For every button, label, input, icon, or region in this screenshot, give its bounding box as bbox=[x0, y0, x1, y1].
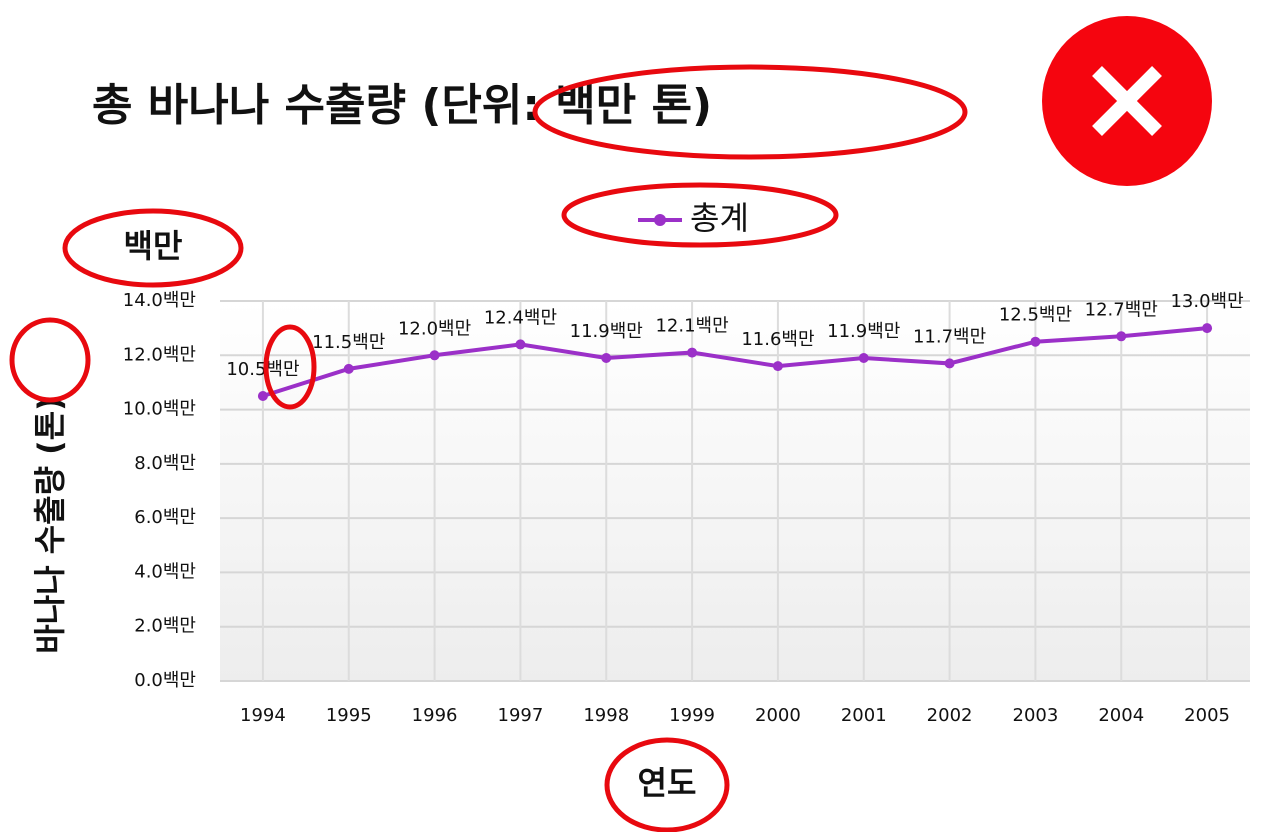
data-label: 12.1백만 bbox=[655, 316, 728, 337]
x-tick-label: 1999 bbox=[669, 705, 715, 726]
data-point bbox=[772, 361, 783, 372]
data-point bbox=[257, 391, 268, 401]
data-label: 12.4백만 bbox=[484, 307, 557, 328]
y-tick-label: 0.0백만 bbox=[134, 670, 196, 691]
y-tick-label: 4.0백만 bbox=[134, 561, 196, 582]
x-tick-label: 2003 bbox=[1013, 705, 1059, 726]
highlight-ring bbox=[62, 208, 244, 288]
annotations bbox=[9, 16, 1212, 832]
data-label: 13.0백만 bbox=[1170, 291, 1243, 312]
data-label: 11.9백만 bbox=[827, 321, 900, 342]
y-tick-label: 12.0백만 bbox=[123, 344, 196, 365]
highlight-ring bbox=[561, 182, 839, 248]
x-tick-label: 1998 bbox=[583, 705, 629, 726]
x-tick-label: 2001 bbox=[841, 705, 887, 726]
x-tick-label: 2005 bbox=[1184, 705, 1230, 726]
data-point bbox=[687, 347, 698, 358]
y-tick-label: 2.0백만 bbox=[134, 616, 196, 637]
line bbox=[262, 326, 1208, 398]
legend: 총계 bbox=[638, 199, 749, 237]
legend-label: 총계 bbox=[690, 199, 749, 237]
y-tick-label: 10.0백만 bbox=[123, 399, 196, 420]
data-label: 10.5백만 bbox=[226, 359, 299, 380]
x-tick-label: 1997 bbox=[498, 705, 544, 726]
data-point bbox=[1202, 323, 1213, 334]
data-label: 11.6백만 bbox=[741, 329, 814, 350]
x-axis-title: 연도 bbox=[638, 764, 697, 802]
data-point bbox=[515, 339, 526, 350]
x-tick-label: 2002 bbox=[927, 705, 973, 726]
data-point bbox=[429, 350, 440, 361]
y-tick-label: 14.0백만 bbox=[123, 290, 196, 311]
highlight-ring bbox=[9, 317, 91, 403]
highlight-ring bbox=[532, 64, 968, 160]
data-point bbox=[343, 363, 354, 374]
data-point bbox=[1116, 331, 1127, 342]
y-tick-label: 6.0백만 bbox=[134, 507, 196, 528]
data-label: 12.7백만 bbox=[1085, 299, 1158, 320]
data-label: 12.0백만 bbox=[398, 318, 471, 339]
unit-label: 백만 bbox=[124, 227, 183, 265]
x-tick-label: 2004 bbox=[1098, 705, 1144, 726]
close-icon-x bbox=[1092, 66, 1162, 136]
y-tick-label: 8.0백만 bbox=[134, 453, 196, 474]
data-point bbox=[944, 358, 955, 369]
x-tick-label: 1996 bbox=[412, 705, 458, 726]
chart-title: 총 바나나 수출량 (단위: 백만 톤) bbox=[92, 80, 712, 131]
legend-marker bbox=[654, 214, 666, 226]
y-axis-title: 바나나 수출량 (톤) bbox=[31, 396, 69, 654]
x-tick-label: 2000 bbox=[755, 705, 801, 726]
data-label: 12.5백만 bbox=[999, 305, 1072, 326]
highlight-ring bbox=[604, 737, 730, 832]
x-tick-label: 1994 bbox=[240, 705, 286, 726]
data-label: 11.9백만 bbox=[570, 321, 643, 342]
data-point bbox=[1030, 336, 1041, 347]
data-point bbox=[858, 353, 869, 363]
data-label: 11.7백만 bbox=[913, 326, 986, 347]
data-point bbox=[601, 353, 612, 363]
data-label: 11.5백만 bbox=[312, 332, 385, 353]
x-tick-label: 1995 bbox=[326, 705, 372, 726]
plot-area bbox=[220, 301, 1250, 681]
highlight-ring bbox=[263, 324, 317, 410]
